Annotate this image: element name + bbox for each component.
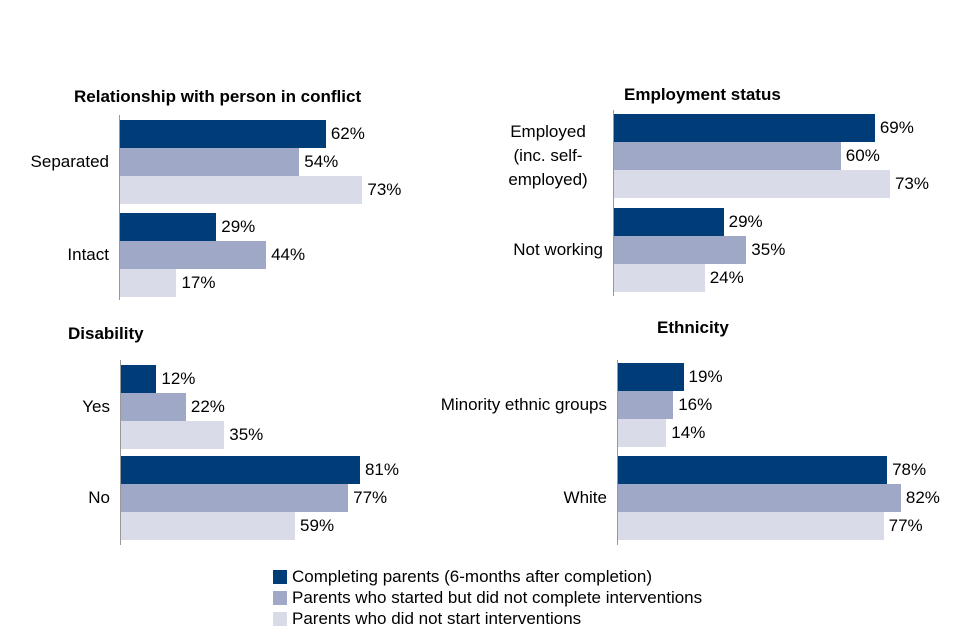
data-label: 60% [845,146,880,165]
data-label: 69% [879,118,914,137]
bar [618,484,901,512]
data-label: 22% [190,397,225,416]
category-label: Employed (inc. self-employed) [508,122,588,189]
data-label: 14% [671,423,706,442]
panel-title: Disability [68,324,144,343]
bar [121,484,349,512]
category-axis [617,360,618,545]
category-axis [119,115,120,300]
data-label: 17% [181,273,216,292]
category-label: White [563,488,607,507]
bar [121,421,225,449]
data-label: 35% [229,425,264,444]
bar [618,456,888,484]
category-label: Not working [513,240,603,259]
data-label: 29% [221,217,256,236]
bar [120,213,217,241]
bar [121,456,360,484]
data-label: 12% [161,369,196,388]
category-label: No [88,488,110,507]
bar [120,148,300,176]
bar [614,208,724,236]
bar [121,365,157,393]
bar [614,142,841,170]
legend-item-started: Parents who started but did not complete… [273,587,702,608]
bar [120,269,177,297]
bar [120,176,363,204]
bar [121,512,296,540]
bar [618,419,667,447]
category-label: Separated [30,152,109,171]
data-label: 73% [894,174,929,193]
legend-label: Parents who started but did not complete… [292,588,703,607]
legend: Completing parents (6-months after compl… [273,566,702,629]
data-label: 29% [728,212,763,231]
legend-item-not-started: Parents who did not start interventions [273,608,702,629]
bar [614,264,705,292]
category-label: Yes [82,397,110,416]
category-label: Intact [67,245,109,264]
data-label: 44% [271,245,306,264]
category-axis [613,110,614,296]
data-label: 77% [353,488,388,507]
data-label: 82% [905,488,940,507]
panel-title: Employment status [624,85,781,104]
data-label: 24% [709,268,744,287]
data-label: 35% [751,240,786,259]
bar [120,241,267,269]
bar [614,114,875,142]
legend-swatch [273,590,287,605]
data-label: 16% [678,395,713,414]
bar [618,512,884,540]
bar [618,363,684,391]
panel-title: Ethnicity [657,318,729,337]
data-label: 62% [330,124,365,143]
data-label: 73% [367,180,402,199]
data-label: 54% [304,152,339,171]
bar [618,391,674,419]
data-label: 77% [888,516,923,535]
data-label: 59% [300,516,335,535]
legend-label: Parents who did not start interventions [292,609,582,628]
data-label: 78% [892,460,927,479]
bar [121,393,186,421]
legend-swatch [273,569,287,584]
legend-swatch [273,611,287,626]
bar [120,120,326,148]
legend-label: Completing parents (6-months after compl… [292,567,652,586]
data-label: 81% [364,460,399,479]
category-label: Minority ethnic groups [440,395,607,414]
panel-title: Relationship with person in conflict [74,87,362,106]
legend-item-completing: Completing parents (6-months after compl… [273,566,702,587]
bar [614,236,747,264]
bar [614,170,890,198]
category-axis [120,360,121,545]
data-label: 19% [688,367,723,386]
